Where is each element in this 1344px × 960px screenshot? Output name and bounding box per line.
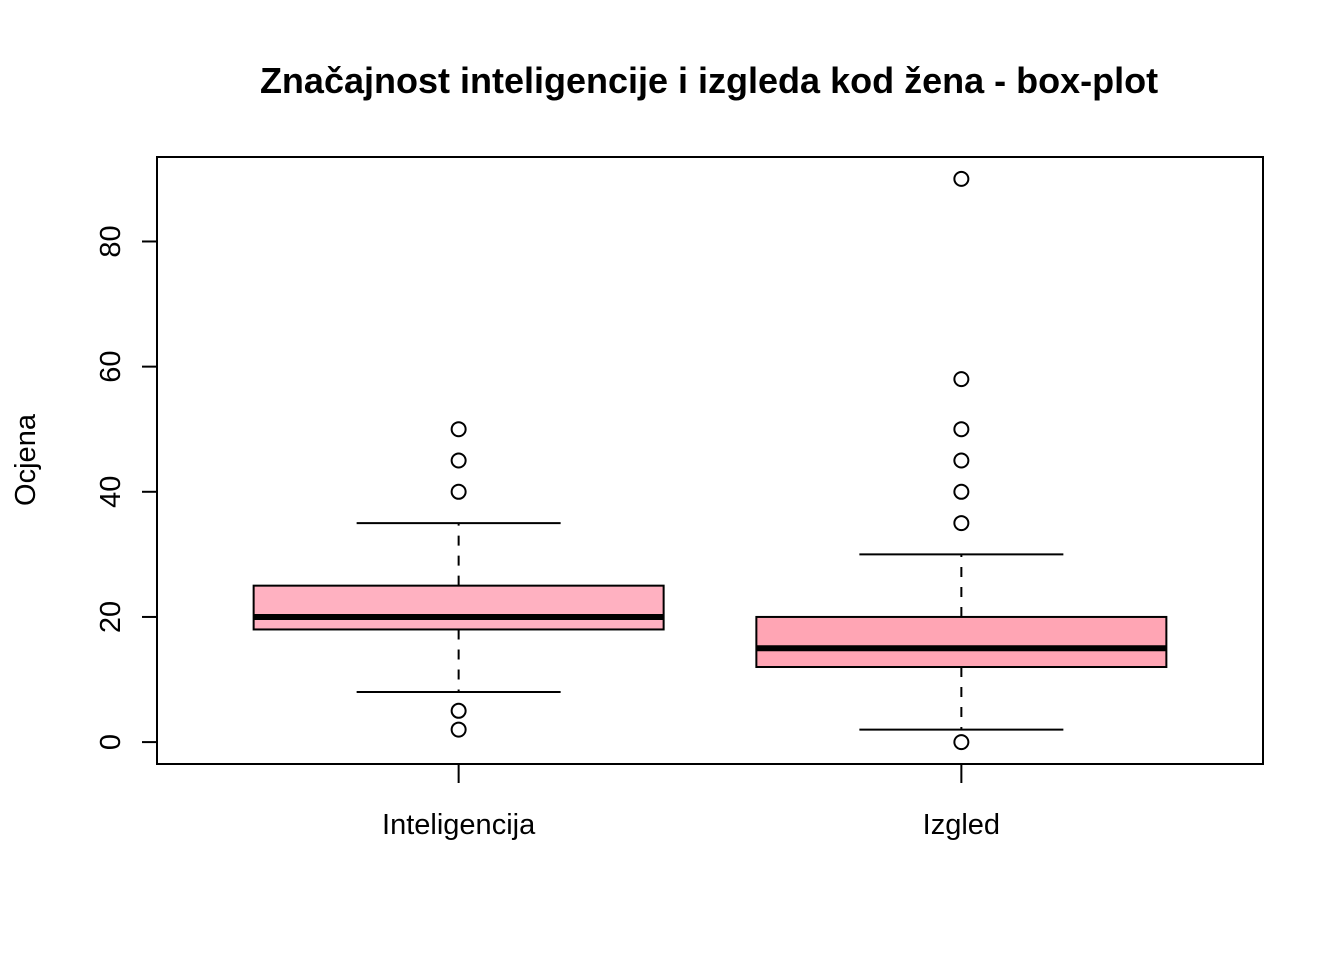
plot-frame bbox=[156, 156, 1264, 765]
y-tick-label: 60 bbox=[95, 351, 127, 383]
outlier-point bbox=[450, 702, 467, 719]
x-tick-label-izgled: Izgled bbox=[923, 809, 1000, 841]
outlier-point bbox=[450, 452, 467, 469]
outlier-point bbox=[450, 483, 467, 500]
y-tick-label: 40 bbox=[95, 476, 127, 508]
chart-title: Značajnost inteligencije i izgleda kod ž… bbox=[260, 60, 1158, 101]
y-tick-label: 80 bbox=[95, 225, 127, 257]
box-izgled bbox=[755, 615, 1168, 669]
outlier-point bbox=[953, 170, 970, 187]
outlier-point bbox=[953, 452, 970, 469]
outlier-point bbox=[953, 734, 970, 751]
outlier-point bbox=[953, 483, 970, 500]
plot-area: 0 20 40 60 80 Inteligencija Izgled bbox=[95, 156, 1264, 841]
box-inteligencija bbox=[252, 584, 665, 631]
y-axis-label: Ocjena bbox=[10, 413, 42, 506]
outlier-point bbox=[953, 421, 970, 438]
x-tick-label-inteligencija: Inteligencija bbox=[382, 809, 536, 841]
y-tick-label: 0 bbox=[95, 734, 127, 750]
outlier-point bbox=[953, 371, 970, 388]
outlier-point bbox=[953, 515, 970, 532]
outlier-point bbox=[450, 721, 467, 738]
outlier-point bbox=[450, 421, 467, 438]
y-tick-label: 20 bbox=[95, 601, 127, 633]
